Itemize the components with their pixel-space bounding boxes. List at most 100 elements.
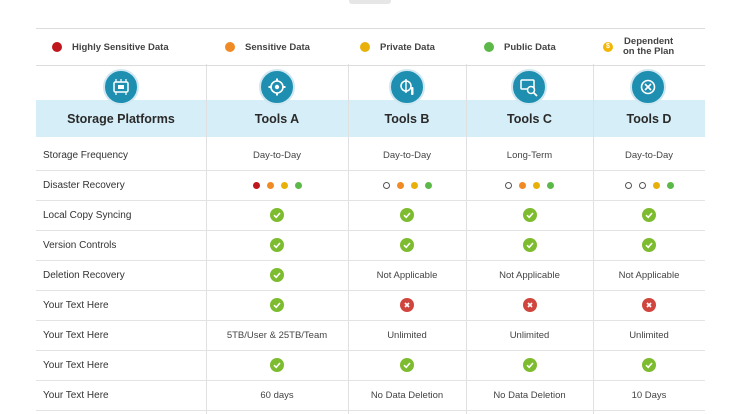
column-divider <box>466 64 467 414</box>
table-cell: No Data Deletion <box>493 389 566 401</box>
legend-item-highly-sensitive: Highly Sensitive Data <box>52 29 169 65</box>
row-divider <box>36 380 705 381</box>
green-dot-icon <box>424 181 432 189</box>
sensitivity-dots <box>252 181 302 189</box>
check-icon <box>642 238 656 252</box>
table-cell <box>206 260 348 290</box>
yellow-dot-icon <box>410 181 418 189</box>
check-icon <box>522 358 537 372</box>
yellow-dot-icon <box>652 181 660 189</box>
table-cell <box>466 350 593 380</box>
table-cell <box>466 290 593 320</box>
row-label: Disaster Recovery <box>43 179 125 191</box>
legend-label: Public Data <box>504 41 556 53</box>
empty-dot-icon <box>505 181 512 189</box>
legend-label: Private Data <box>380 41 435 53</box>
check-icon <box>270 238 284 252</box>
table-cell <box>348 170 466 200</box>
header-tools-c: Tools C <box>507 111 552 126</box>
table-cell: Long-Term <box>506 149 553 161</box>
cross-icon <box>642 298 656 312</box>
table-cell <box>593 170 705 200</box>
legend-label: Sensitive Data <box>245 41 310 53</box>
yellow-dot-icon <box>280 181 288 189</box>
row-divider <box>36 170 705 171</box>
table-cell: No Data Deletion <box>370 389 444 401</box>
table-cell: Not Applicable <box>618 269 680 281</box>
row-divider <box>36 200 705 201</box>
empty-dot-icon <box>638 181 646 189</box>
row-label: Your Text Here <box>43 299 109 311</box>
sensitivity-dots <box>505 181 554 189</box>
row-label: Version Controls <box>43 239 117 251</box>
orange-dot-icon <box>266 181 274 189</box>
cross-icon <box>522 298 537 312</box>
red-dot-icon <box>252 181 260 189</box>
legend-label: Highly Sensitive Data <box>72 41 169 53</box>
sensitivity-dots <box>382 181 432 189</box>
header-tools-b: Tools B <box>384 111 430 126</box>
row-label: Local Copy Syncing <box>43 209 132 221</box>
table-cell <box>206 290 348 320</box>
computer-search-icon <box>511 69 547 105</box>
storage-platform-icon <box>103 69 139 105</box>
green-dot-icon <box>666 181 674 189</box>
green-dot-icon <box>547 181 554 189</box>
row-divider <box>36 350 705 351</box>
check-icon <box>400 208 414 222</box>
sensitivity-dots <box>624 181 674 189</box>
header-tools-a: Tools A <box>254 111 300 126</box>
table-cell: Day-to-Day <box>252 149 302 161</box>
header-storage-platforms: Storage Platforms <box>67 111 175 126</box>
table-cell <box>593 350 705 380</box>
coin-icon: $ <box>603 42 613 52</box>
check-icon <box>270 358 284 372</box>
row-divider <box>36 230 705 231</box>
check-icon <box>270 268 284 282</box>
table-cell <box>466 170 593 200</box>
legend-item-dependent: $ Dependent on the Plan <box>603 29 674 65</box>
check-icon <box>400 238 414 252</box>
cross-icon <box>400 298 414 312</box>
table-cell <box>348 230 466 260</box>
tools-screwdriver-icon <box>389 69 425 105</box>
table-cell <box>466 200 593 230</box>
row-label: Deletion Recovery <box>43 269 125 281</box>
table-cell <box>593 230 705 260</box>
gear-head-icon <box>259 69 295 105</box>
green-dot-icon <box>484 42 494 52</box>
row-label: Storage Frequency <box>43 149 129 161</box>
table-cell: Unlimited <box>509 329 550 341</box>
header-tools-d: Tools D <box>626 111 672 126</box>
table-cell: Not Applicable <box>499 269 560 281</box>
legend-label-line2: on the Plan <box>623 46 675 57</box>
check-icon <box>400 358 414 372</box>
row-divider <box>36 320 705 321</box>
legend: Highly Sensitive Data Sensitive Data Pri… <box>36 28 705 66</box>
check-icon <box>642 208 656 222</box>
red-dot-icon <box>52 42 62 52</box>
table-cell <box>593 290 705 320</box>
orange-dot-icon <box>519 181 526 189</box>
check-icon <box>642 358 656 372</box>
green-dot-icon <box>294 181 302 189</box>
table-cell <box>348 290 466 320</box>
table-cell <box>206 200 348 230</box>
column-divider <box>593 64 594 414</box>
yellow-dot-icon <box>533 181 540 189</box>
table-cell: Unlimited <box>629 329 669 341</box>
row-divider <box>36 290 705 291</box>
table-cell: 60 days <box>260 389 294 401</box>
row-divider <box>36 260 705 261</box>
check-icon <box>522 238 537 252</box>
orange-dot-icon <box>225 42 235 52</box>
empty-dot-icon <box>624 181 632 189</box>
row-divider <box>36 410 705 411</box>
yellow-dot-icon <box>360 42 370 52</box>
table-cell: Day-to-Day <box>624 149 674 161</box>
table-cell <box>206 350 348 380</box>
table-cell: 10 Days <box>631 389 667 401</box>
column-divider <box>206 64 207 414</box>
top-tab <box>349 0 391 4</box>
table-cell: 5TB/User & 25TB/Team <box>226 329 328 341</box>
